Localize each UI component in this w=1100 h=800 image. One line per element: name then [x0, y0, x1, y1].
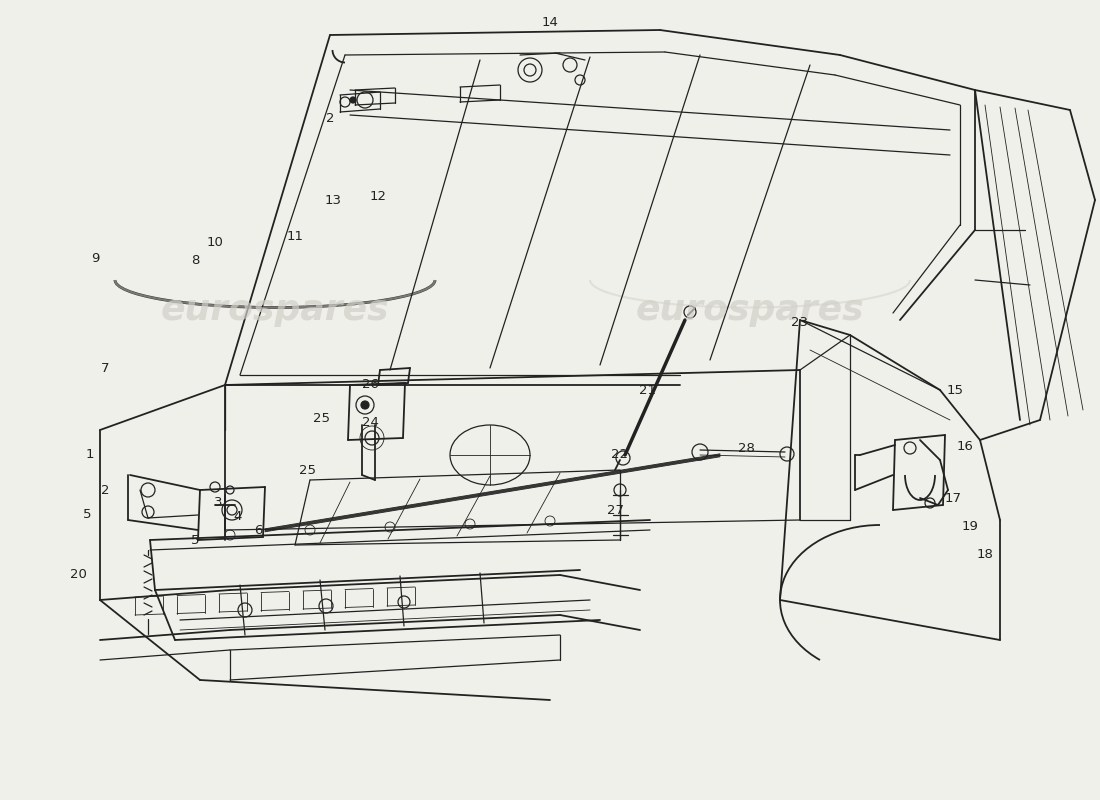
Text: 14: 14: [541, 15, 559, 29]
Circle shape: [361, 401, 368, 409]
Text: eurospares: eurospares: [161, 293, 389, 327]
Text: 26: 26: [362, 378, 378, 390]
Text: 10: 10: [207, 235, 223, 249]
Text: 22: 22: [612, 449, 628, 462]
Text: 24: 24: [362, 415, 378, 429]
Text: 5: 5: [82, 509, 91, 522]
Text: 27: 27: [606, 503, 624, 517]
Text: 7: 7: [101, 362, 109, 374]
Text: 6: 6: [254, 523, 262, 537]
Text: 17: 17: [945, 491, 961, 505]
Text: 2: 2: [326, 111, 334, 125]
Text: 15: 15: [946, 383, 964, 397]
Text: 16: 16: [957, 441, 974, 454]
Text: 19: 19: [961, 519, 978, 533]
Text: 28: 28: [738, 442, 755, 454]
Text: 11: 11: [286, 230, 304, 242]
Text: 5: 5: [190, 534, 199, 546]
Text: 12: 12: [370, 190, 386, 203]
Text: 18: 18: [977, 549, 993, 562]
Text: 1: 1: [86, 449, 95, 462]
Text: 8: 8: [190, 254, 199, 266]
Circle shape: [350, 97, 356, 103]
Text: 25: 25: [314, 411, 330, 425]
Text: 9: 9: [91, 251, 99, 265]
Text: 2: 2: [101, 483, 109, 497]
Text: 25: 25: [299, 463, 317, 477]
Text: 3: 3: [213, 497, 222, 510]
Text: 4: 4: [234, 510, 242, 522]
Text: 20: 20: [69, 569, 87, 582]
Text: eurospares: eurospares: [636, 293, 865, 327]
Text: 23: 23: [792, 315, 808, 329]
Text: 21: 21: [639, 383, 657, 397]
Text: 13: 13: [324, 194, 341, 206]
